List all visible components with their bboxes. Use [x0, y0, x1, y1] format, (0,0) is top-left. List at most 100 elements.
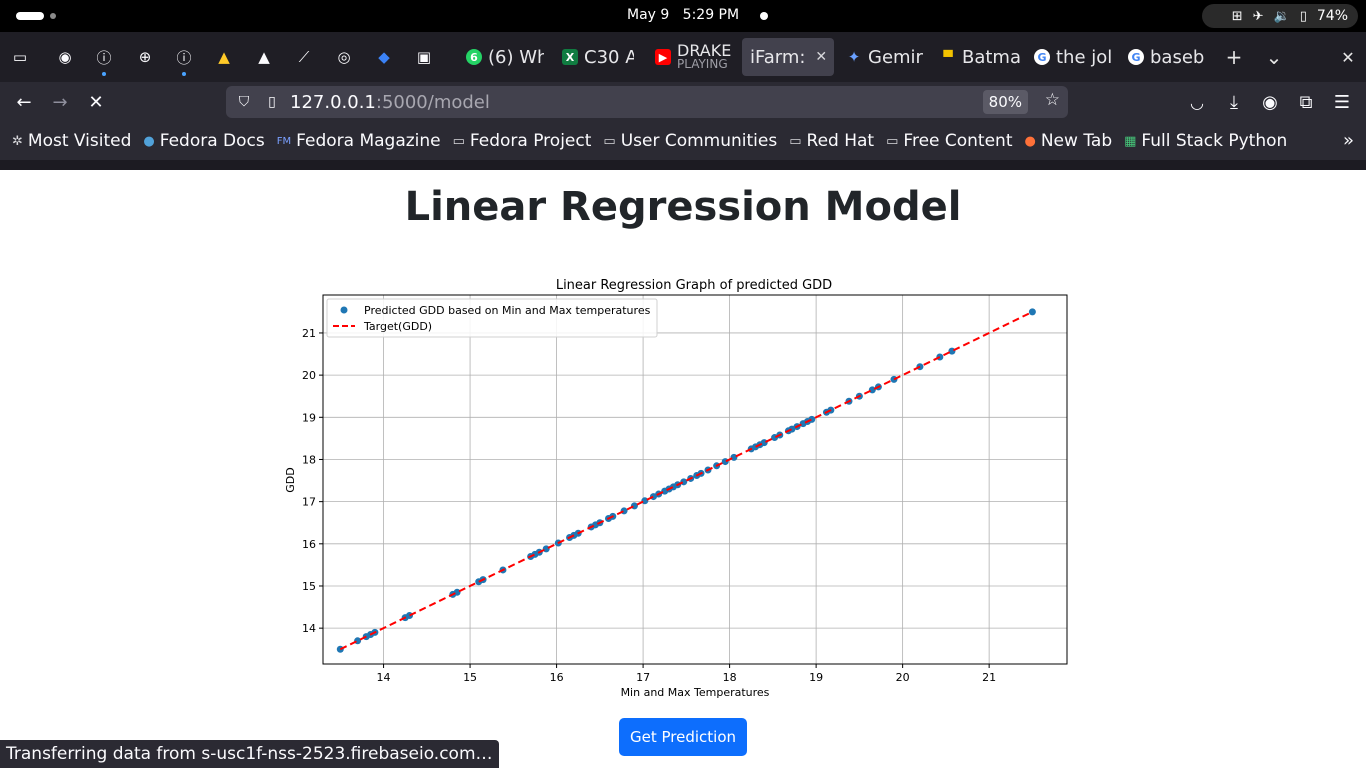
more-bookmarks-icon[interactable]: »	[1342, 130, 1354, 151]
link-icon[interactable]: ⟋	[298, 48, 310, 66]
whatsapp-icon: 6	[466, 49, 482, 65]
chart-point-layer	[336, 308, 1036, 653]
scatter-point	[730, 453, 738, 461]
y-axis-label: GDD	[284, 467, 297, 492]
y-tick-label: 20	[302, 369, 316, 382]
shield-icon: ⛉	[238, 94, 250, 110]
batman-icon: ▀	[943, 50, 953, 64]
scatter-point	[680, 478, 688, 486]
plus-icon: +	[1225, 45, 1243, 69]
get-prediction-button[interactable]: Get Prediction	[619, 718, 747, 756]
extensions-icon[interactable]: ⧉	[1299, 91, 1313, 113]
google-icon: G	[1128, 49, 1144, 65]
scatter-point	[890, 375, 898, 383]
excel-icon: X	[562, 49, 578, 65]
new-tab-button[interactable]: +	[1221, 44, 1247, 70]
bookmark-folder-red-hat[interactable]: ▭ Red Hat	[789, 131, 874, 151]
diamond-icon[interactable]: ◆	[378, 48, 390, 66]
pocket-icon[interactable]: ◡	[1190, 92, 1204, 112]
folder-icon: ▭	[886, 133, 899, 149]
firefox-view-icon[interactable]: ▭	[12, 48, 28, 66]
close-window-button[interactable]: ✕	[1335, 44, 1361, 70]
bookmark-full-stack-python[interactable]: ▦ Full Stack Python	[1124, 131, 1287, 151]
bookmark-fedora-magazine[interactable]: FM Fedora Magazine	[277, 131, 441, 151]
info-icon[interactable]: ⓘ	[171, 44, 197, 76]
page-icon: ▯	[268, 94, 276, 110]
download-icon[interactable]: ⤓	[1230, 91, 1238, 113]
circle-check-icon[interactable]: ◎	[337, 48, 351, 66]
clock-time: 5:29 PM	[682, 7, 740, 23]
scatter-point	[760, 439, 768, 447]
firefox-icon: ●	[1024, 133, 1036, 149]
account-icon[interactable]: ◉	[1262, 91, 1278, 113]
x-tick-label: 14	[377, 671, 391, 684]
image-icon[interactable]: ▣	[416, 48, 432, 66]
tab-gemini[interactable]: ✦ Gemir	[846, 38, 926, 76]
bookmark-folder-free-content[interactable]: ▭ Free Content	[886, 131, 1012, 151]
tab-google-2[interactable]: G baseb	[1128, 38, 1204, 76]
chart-title: Linear Regression Graph of predicted GDD	[556, 278, 832, 293]
url-bar[interactable]: ⛉ ▯ 127.0.0.1:5000/model 80% ☆	[226, 86, 1068, 118]
tab-batman[interactable]: ▀ Batma	[940, 38, 1020, 76]
system-clock[interactable]: May 9 5:29 PM	[627, 7, 739, 23]
navigation-toolbar: ← → ✕ ⛉ ▯ 127.0.0.1:5000/model 80% ☆ ◡ ⤓…	[0, 82, 1366, 122]
tab-playing-label: PLAYING	[677, 57, 728, 71]
fedora-icon: ●	[143, 133, 155, 149]
bookmark-label: Free Content	[903, 131, 1013, 151]
zoom-level-button[interactable]: 80%	[982, 90, 1028, 114]
forward-button[interactable]: →	[46, 88, 74, 116]
list-all-tabs-button[interactable]: ⌄	[1261, 44, 1287, 70]
bookmark-label: Red Hat	[806, 131, 875, 151]
scatter-point	[630, 502, 638, 510]
bookmark-star-icon[interactable]: ☆	[1044, 90, 1060, 110]
x-tick-label: 18	[723, 671, 737, 684]
tab-label: iFarm:	[750, 46, 806, 68]
bookmark-new-tab[interactable]: ● New Tab	[1025, 131, 1113, 151]
tab-ifarm[interactable]: iFarm: ✕	[742, 38, 834, 76]
folder-icon: ▭	[603, 133, 616, 149]
tab-strip: ▭ ◉ ⓘ ⊕ ⓘ ▲ ▲ ⟋ ◎ ◆ ▣ 6 (6) Wh X C30 A ▶…	[0, 32, 1366, 82]
gear-icon: ✲	[12, 133, 23, 149]
x-tick-label: 21	[982, 671, 996, 684]
bookmark-label: Fedora Project	[469, 131, 592, 151]
legend-label-scatter: Predicted GDD based on Min and Max tempe…	[364, 304, 651, 317]
firebase-icon[interactable]: ▲	[218, 48, 230, 66]
fsp-icon: ▦	[1124, 133, 1137, 149]
x-tick-label: 16	[550, 671, 564, 684]
workspace-dot	[50, 13, 56, 19]
chart-ticks: 14 15 16 17 18 19 20 21 14 15 16 17 18 19 20 21	[302, 327, 996, 684]
tab-label: Gemir	[868, 46, 923, 68]
y-tick-label: 16	[302, 538, 316, 551]
legend-box	[326, 298, 658, 338]
stop-button[interactable]: ✕	[82, 88, 110, 116]
tab-youtube[interactable]: ▶ DRAKE PLAYING	[655, 38, 733, 76]
arrow-left-icon: ←	[16, 91, 32, 113]
system-status-menu[interactable]: ⊞ ✈ 🔉 ▯ 74%	[1202, 4, 1358, 28]
system-top-bar: May 9 5:29 PM ⊞ ✈ 🔉 ▯ 74%	[0, 0, 1366, 32]
info-icon[interactable]: ⓘ	[91, 44, 117, 76]
menu-icon[interactable]: ☰	[1333, 91, 1351, 113]
tab-whatsapp[interactable]: 6 (6) Wh	[466, 38, 544, 76]
bookmark-folder-fedora-project[interactable]: ▭ Fedora Project	[453, 131, 592, 151]
vercel-icon[interactable]: ▲	[258, 48, 270, 66]
github-icon[interactable]: ◉	[58, 48, 72, 66]
back-button[interactable]: ←	[10, 88, 38, 116]
google-icon: G	[1034, 49, 1050, 65]
scatter-point	[868, 386, 876, 394]
tab-excel[interactable]: X C30 A	[562, 38, 634, 76]
x-tick-label: 15	[463, 671, 477, 684]
bookmark-label: New Tab	[1040, 131, 1113, 151]
activities-indicator[interactable]	[16, 12, 44, 20]
globe-icon[interactable]: ⊕	[138, 48, 152, 66]
scatter-point	[542, 545, 550, 553]
bookmark-folder-user-communities[interactable]: ▭ User Communities	[603, 131, 777, 151]
x-tick-label: 20	[896, 671, 910, 684]
close-icon: ✕	[88, 91, 104, 113]
tab-google-1[interactable]: G the jol	[1034, 38, 1112, 76]
x-tick-label: 17	[636, 671, 650, 684]
bookmark-fedora-docs[interactable]: ● Fedora Docs	[143, 131, 264, 151]
y-tick-label: 21	[302, 327, 316, 340]
bookmark-most-visited[interactable]: ✲ Most Visited	[12, 131, 131, 151]
folder-icon: ▭	[452, 133, 465, 149]
close-tab-icon[interactable]: ✕	[815, 49, 828, 65]
